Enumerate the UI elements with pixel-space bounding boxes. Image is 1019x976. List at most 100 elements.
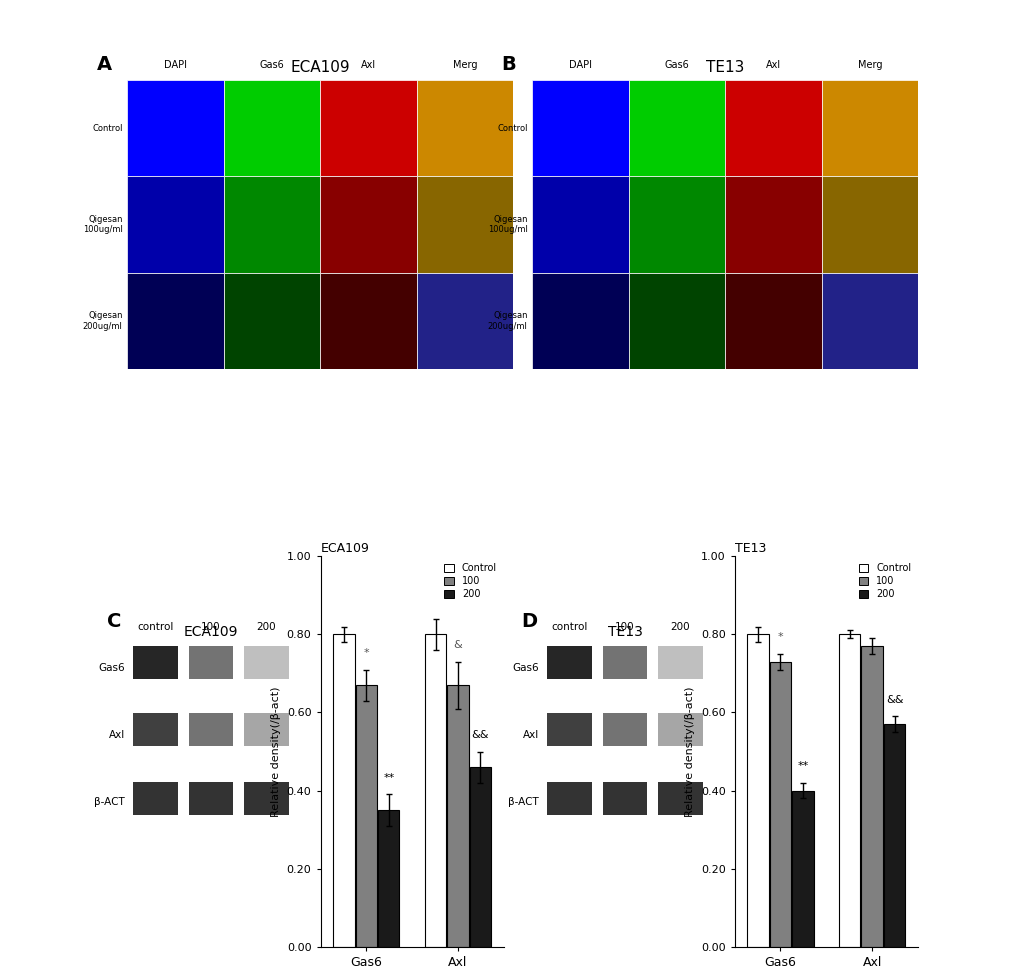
Bar — [657, 712, 702, 746]
Text: DAPI: DAPI — [164, 61, 187, 70]
Bar — [224, 80, 320, 177]
Text: 200: 200 — [671, 622, 690, 632]
Text: *: * — [776, 632, 783, 642]
Bar — [820, 272, 917, 369]
Text: ECA109: ECA109 — [320, 542, 369, 555]
Text: Qigesan
200ug/ml: Qigesan 200ug/ml — [83, 311, 122, 331]
Bar — [244, 782, 288, 815]
Bar — [244, 646, 288, 679]
Bar — [725, 272, 820, 369]
Legend: Control, 100, 200: Control, 100, 200 — [856, 561, 912, 601]
Bar — [628, 272, 725, 369]
Bar — [320, 272, 417, 369]
Text: TE13: TE13 — [734, 542, 765, 555]
Bar — [602, 782, 646, 815]
Bar — [224, 272, 320, 369]
Bar — [725, 177, 820, 272]
Bar — [546, 782, 591, 815]
Bar — [532, 177, 628, 272]
Bar — [189, 782, 233, 815]
Text: 100: 100 — [614, 622, 634, 632]
Text: Qigesan
100ug/ml: Qigesan 100ug/ml — [487, 215, 527, 234]
Text: &&: && — [471, 730, 489, 740]
Text: β-ACT: β-ACT — [94, 796, 124, 806]
Bar — [725, 80, 820, 177]
Text: **: ** — [797, 761, 808, 771]
Text: **: ** — [383, 773, 394, 783]
Bar — [127, 80, 224, 177]
Bar — [747, 634, 768, 947]
Bar — [792, 791, 813, 947]
Bar — [657, 646, 702, 679]
Bar — [132, 712, 177, 746]
Bar — [132, 782, 177, 815]
Text: Axl: Axl — [361, 61, 376, 70]
Bar — [532, 272, 628, 369]
Bar — [320, 80, 417, 177]
Bar — [546, 712, 591, 746]
Text: Control: Control — [496, 124, 527, 133]
Text: Gas6: Gas6 — [512, 663, 538, 673]
Title: ECA109: ECA109 — [290, 60, 350, 74]
Text: DAPI: DAPI — [569, 61, 591, 70]
Text: 200: 200 — [257, 622, 276, 632]
Text: β-ACT: β-ACT — [507, 796, 538, 806]
Bar — [447, 685, 469, 947]
Bar — [532, 80, 628, 177]
Bar — [224, 177, 320, 272]
Text: &: & — [453, 640, 462, 650]
Bar — [356, 685, 377, 947]
Bar — [189, 646, 233, 679]
Text: Axl: Axl — [522, 730, 538, 740]
Bar — [320, 177, 417, 272]
Bar — [820, 177, 917, 272]
Text: Control: Control — [92, 124, 122, 133]
Text: &&: && — [884, 695, 903, 705]
Bar — [602, 646, 646, 679]
Bar — [417, 272, 513, 369]
Bar — [127, 272, 224, 369]
Legend: Control, 100, 200: Control, 100, 200 — [442, 561, 498, 601]
Text: Merg: Merg — [452, 61, 477, 70]
Bar — [861, 646, 881, 947]
Text: Axl: Axl — [765, 61, 781, 70]
Bar — [820, 80, 917, 177]
Bar — [883, 724, 904, 947]
Bar — [602, 712, 646, 746]
Bar — [628, 177, 725, 272]
Bar — [470, 767, 491, 947]
Title: TE13: TE13 — [705, 60, 744, 74]
Bar — [189, 712, 233, 746]
Text: D: D — [521, 613, 537, 631]
Bar — [244, 712, 288, 746]
Text: Merg: Merg — [857, 61, 881, 70]
Text: Qigesan
100ug/ml: Qigesan 100ug/ml — [83, 215, 122, 234]
Bar — [769, 662, 791, 947]
Text: A: A — [97, 55, 112, 74]
Text: Gas6: Gas6 — [664, 61, 689, 70]
Text: Gas6: Gas6 — [260, 61, 284, 70]
Text: Gas6: Gas6 — [98, 663, 124, 673]
Bar — [546, 646, 591, 679]
Bar — [378, 810, 399, 947]
Bar — [628, 80, 725, 177]
Bar — [417, 177, 513, 272]
Text: control: control — [137, 622, 173, 632]
Bar — [333, 634, 355, 947]
Bar — [839, 634, 860, 947]
Bar — [132, 646, 177, 679]
Text: 100: 100 — [201, 622, 220, 632]
Bar — [657, 782, 702, 815]
Text: Qigesan
200ug/ml: Qigesan 200ug/ml — [487, 311, 527, 331]
Bar — [417, 80, 513, 177]
Text: B: B — [501, 55, 516, 74]
Text: control: control — [550, 622, 587, 632]
Y-axis label: Relative density(/β-act): Relative density(/β-act) — [271, 686, 281, 817]
Text: Axl: Axl — [108, 730, 124, 740]
Title: TE13: TE13 — [607, 626, 642, 639]
Y-axis label: Relative density(/β-act): Relative density(/β-act) — [685, 686, 695, 817]
Text: C: C — [107, 613, 121, 631]
Bar — [127, 177, 224, 272]
Bar — [425, 634, 446, 947]
Title: ECA109: ECA109 — [183, 626, 237, 639]
